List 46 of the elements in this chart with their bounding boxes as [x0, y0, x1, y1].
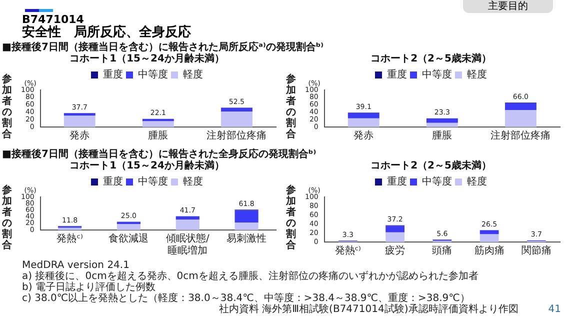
legend-label: 重度 [103, 68, 123, 81]
legend-label: 中等度 [422, 176, 452, 188]
legend-label: 中等度 [138, 68, 168, 81]
y-axis-title: 参加者の割合 [286, 185, 297, 251]
text: 主要目的 [463, 0, 553, 13]
text: 安全性 局所反応、全身反応 [22, 25, 191, 40]
text: 社内資料 海外第Ⅲ相試験(B7471014試験)承認時評価資料より作図 [218, 304, 518, 315]
text: B7471014 [22, 13, 84, 26]
x-tick-label: 腫脹 [148, 130, 168, 142]
legend-label: 重度 [387, 176, 407, 188]
legend-label: 重度 [103, 176, 123, 188]
legend-label: 軽度 [467, 176, 487, 188]
text: MedDRA version 24.1 [22, 260, 130, 271]
legend-label: 中等度 [422, 68, 452, 81]
x-tick-label: 発赤 [70, 130, 90, 142]
x-tick-label: 注射部位疼痛 [490, 130, 551, 142]
chart-subtitle: ■接種後7日間（接種当日を含む）に報告された局所反応ᵃ⁾の発現割合ᵇ⁾ [2, 40, 324, 53]
y-axis-title: 参加者の割合 [286, 74, 297, 140]
text: a) 接種後に、0cmを超える発赤、0cmを超える腫脹、注射部位の疼痛のいずれかが認められた参加者 [22, 271, 480, 282]
x-tick-label: 発熱ᶜ⁾ [334, 244, 362, 257]
chart-title: コホート1（15～24か月齢未満） [70, 160, 224, 172]
chart-subtitle: ■接種後7日間（接種当日を含む）に報告された全身反応の発現割合ᵇ⁾ [2, 147, 316, 160]
x-tick-label: 食欲減退 [108, 232, 149, 245]
text: c) 38.0℃以上を発熱とした（軽度：38.0～38.4℃、中等度：>38.4～38.9℃、重度：>38.9℃） [22, 293, 470, 304]
legend-label: 中等度 [138, 176, 168, 188]
text: 41 [548, 304, 561, 315]
y-axis-title: 参加者の割合 [2, 185, 13, 251]
legend-label: 軽度 [183, 176, 203, 188]
y-axis-title: 参加者の割合 [2, 74, 13, 140]
x-tick-label: 傾眠状態/睡眠増加 [166, 232, 210, 257]
x-tick-label: 発熱ᶜ⁾ [56, 232, 83, 245]
x-tick-label: 関節痛 [521, 244, 552, 257]
legend-label: 軽度 [467, 68, 487, 81]
x-tick-label: 頭痛 [432, 244, 452, 257]
x-tick-label: 易刺激性 [226, 232, 267, 245]
x-tick-label: 腫脹 [432, 130, 452, 142]
text: b) 電子日誌より評価した例数 [22, 282, 156, 293]
x-tick-label: 発赤 [354, 130, 374, 142]
chart-title: コホート1（15～24か月齢未満） [70, 52, 224, 65]
legend-label: 軽度 [183, 68, 203, 81]
x-tick-label: 疲労 [385, 244, 406, 257]
legend-label: 重度 [387, 68, 407, 81]
x-tick-label: 筋肉痛 [474, 244, 504, 257]
chart-title: コホート2（2～5歳未満） [370, 52, 492, 65]
chart-title: コホート2（2～5歳未満） [370, 160, 492, 172]
x-tick-label: 注射部位疼痛 [206, 130, 267, 142]
